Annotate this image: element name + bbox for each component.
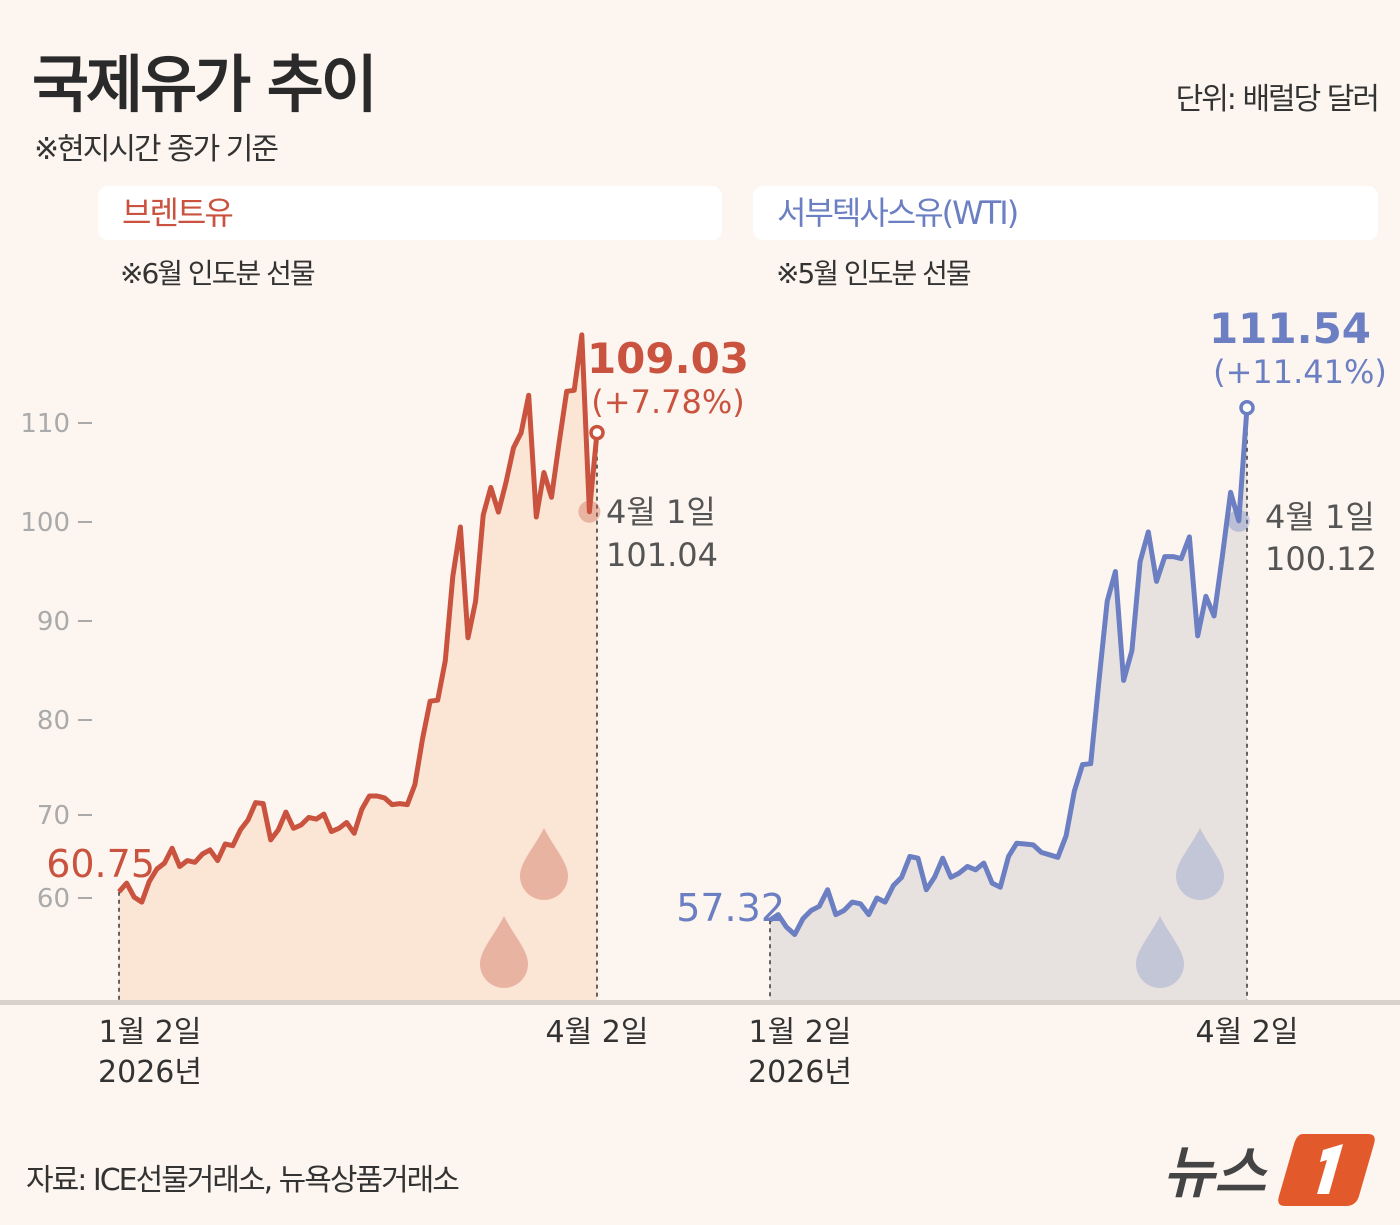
price-line: [768, 407, 1250, 937]
brent-x-start: 1월 2일: [99, 1015, 202, 1050]
brent-x-start-year: 2026년: [98, 1055, 202, 1090]
brent-start-label: 60.75: [46, 842, 155, 886]
source-label: 자료: ICE선물거래소, 뉴욕상품거래소: [26, 1163, 460, 1198]
price-line: [117, 332, 600, 905]
svg-text:뉴스: 뉴스: [1163, 1141, 1269, 1206]
brent-x-end: 4월 2일: [546, 1015, 649, 1050]
y-tick-label: 80: [37, 706, 70, 736]
brent-end-change: (+7.78%): [591, 383, 744, 421]
oil-drop-icon: [520, 828, 568, 900]
y-tick-label: 100: [20, 508, 70, 538]
area-fill: [770, 407, 1247, 1000]
y-tick-label: 60: [37, 884, 70, 914]
wti-x-end: 4월 2일: [1196, 1015, 1299, 1050]
unit-label: 단위: 배럴당 달러: [1175, 82, 1380, 117]
brent-prev-value: 101.04: [606, 536, 718, 574]
prev-day-marker: [578, 500, 601, 523]
end-marker: [1239, 400, 1255, 416]
wti-start-label: 57.32: [676, 886, 785, 930]
brent-panel-title: 브렌트유: [98, 186, 722, 240]
baseline: [0, 1000, 1400, 1005]
brent-prev-date: 4월 1일: [606, 493, 716, 531]
wti-x-start-year: 2026년: [748, 1055, 852, 1090]
oil-drop-icon: [1136, 916, 1184, 988]
prev-day-marker: [1227, 509, 1250, 532]
page-title: 국제유가 추이: [32, 48, 378, 121]
y-axis: 60 70 80 90 100 110: [20, 409, 92, 914]
wti-prev-date: 4월 1일: [1265, 498, 1375, 536]
wti-note: ※5월 인도분 선물: [776, 257, 972, 290]
news1-logo: 뉴스: [1163, 1134, 1375, 1206]
brent-end-value: 109.03: [587, 334, 749, 383]
y-tick-label: 110: [20, 409, 70, 439]
end-marker: [589, 424, 605, 441]
wti-x-start: 1월 2일: [749, 1015, 852, 1050]
page-subtitle: ※현지시간 종가 기준: [34, 132, 279, 167]
y-tick-label: 90: [37, 607, 70, 637]
wti-prev-value: 100.12: [1265, 540, 1377, 578]
area-fill: [119, 334, 597, 1000]
brent-chart: [117, 332, 605, 1000]
wti-panel-title: 서부텍사스유(WTI): [753, 186, 1378, 240]
oil-drop-icon: [480, 916, 528, 988]
wti-end-value: 111.54: [1209, 304, 1371, 353]
y-tick-label: 70: [37, 801, 70, 831]
oil-drop-icon: [1176, 828, 1224, 900]
wti-end-change: (+11.41%): [1213, 353, 1387, 391]
brent-note: ※6월 인도분 선물: [120, 257, 316, 290]
wti-chart: [768, 400, 1255, 1000]
